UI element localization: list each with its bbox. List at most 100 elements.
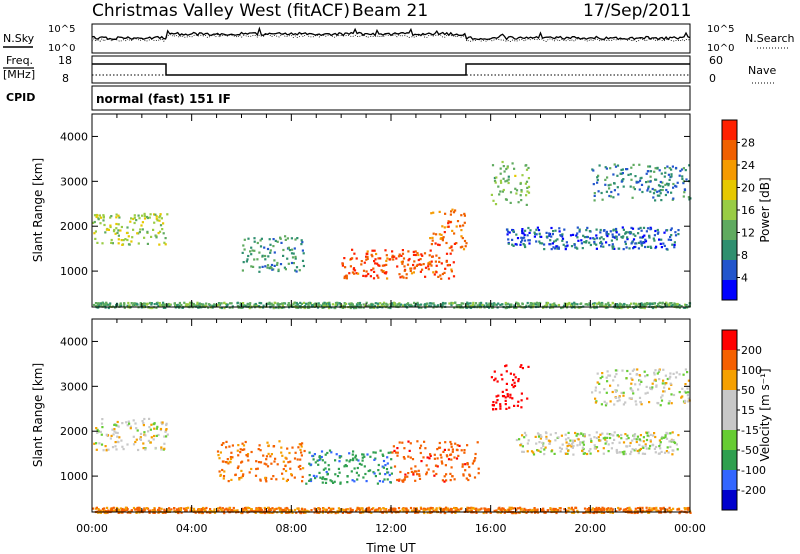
power-cell <box>629 173 632 176</box>
velocity-cell <box>533 507 536 510</box>
velocity-cell <box>578 433 581 436</box>
velocity-cell <box>666 446 669 449</box>
power-cell <box>447 225 450 228</box>
velocity-cell <box>615 450 618 453</box>
velocity-cell <box>663 383 667 386</box>
power-cell <box>670 191 673 194</box>
power-cell <box>480 301 483 304</box>
date-label: 17/Sep/2011 <box>583 1 691 21</box>
velocity-cell <box>505 509 508 512</box>
velocity-cell <box>155 434 158 437</box>
velocity-cell <box>409 456 412 459</box>
velocity-cell <box>572 441 575 444</box>
power-cell <box>452 275 456 278</box>
power-cell <box>663 175 666 178</box>
power-cell <box>465 306 468 309</box>
velocity-cell <box>641 509 644 512</box>
y-tick-label: 3000 <box>60 175 88 188</box>
velocity-cell <box>684 507 687 511</box>
velocity-cell <box>367 509 370 512</box>
velocity-cell <box>357 474 360 477</box>
velocity-cell <box>642 446 645 449</box>
velocity-cell <box>600 403 603 406</box>
power-cell <box>581 247 584 250</box>
velocity-cell <box>160 507 163 510</box>
power-cell <box>576 232 579 235</box>
velocity-cell <box>266 441 269 444</box>
velocity-cell <box>466 506 469 509</box>
power-cell <box>135 303 138 307</box>
velocity-cell <box>447 458 451 461</box>
power-cell <box>271 304 274 307</box>
velocity-cell <box>591 507 594 510</box>
power-cell <box>495 303 498 306</box>
power-cell <box>630 178 633 181</box>
power-cell <box>478 302 481 305</box>
velocity-cell <box>589 448 592 451</box>
power-cell <box>644 305 647 308</box>
velocity-cell <box>258 444 261 447</box>
velocity-cell <box>670 393 673 396</box>
power-cell <box>396 303 399 306</box>
power-cell <box>117 242 120 245</box>
power-cell <box>317 305 320 308</box>
power-cell <box>645 181 648 184</box>
power-cell <box>599 304 602 307</box>
velocity-cell <box>324 467 327 470</box>
velocity-cell <box>501 509 504 512</box>
power-cell <box>343 302 346 305</box>
velocity-cell <box>658 369 661 372</box>
velocity-cell <box>450 445 453 448</box>
power-cell <box>511 243 514 246</box>
power-cell <box>259 239 262 242</box>
velocity-cell <box>272 445 276 448</box>
power-cell <box>158 230 162 233</box>
power-cell <box>419 258 422 261</box>
power-cell <box>301 259 305 262</box>
velocity-cell <box>435 508 438 511</box>
velocity-cell <box>433 474 436 477</box>
velocity-cell <box>436 465 439 468</box>
power-cell <box>570 245 574 248</box>
velocity-cell <box>240 461 243 464</box>
power-cell <box>205 305 208 308</box>
power-cell <box>593 194 596 197</box>
velocity-cell <box>458 510 461 513</box>
power-colorbar-tick-label: 4 <box>741 272 748 285</box>
power-cell <box>633 246 636 249</box>
power-cell <box>418 304 421 307</box>
power-cell <box>576 303 579 306</box>
power-cell <box>146 230 149 233</box>
power-cell <box>571 302 574 305</box>
velocity-cell <box>143 417 146 421</box>
velocity-colorbar-tick-label: -15 <box>741 424 759 437</box>
power-cell <box>258 305 261 308</box>
freq-label: Freq. <box>6 54 33 67</box>
power-cell <box>430 305 433 308</box>
power-cell <box>621 226 624 229</box>
velocity-cell <box>351 509 354 512</box>
velocity-cell <box>200 510 204 513</box>
velocity-cell <box>163 447 166 450</box>
velocity-cell <box>596 508 599 511</box>
velocity-cell <box>653 432 656 435</box>
power-cell <box>127 235 130 238</box>
power-cell <box>667 173 670 176</box>
power-cell <box>624 242 627 246</box>
velocity-cell <box>591 508 594 511</box>
power-cell <box>419 270 422 273</box>
power-cell <box>553 302 556 305</box>
velocity-cell <box>467 478 470 482</box>
power-cell <box>331 303 334 306</box>
velocity-cell <box>290 473 293 476</box>
velocity-cell <box>564 433 567 436</box>
velocity-cell <box>508 508 511 511</box>
velocity-cell <box>468 510 471 513</box>
velocity-cell <box>117 441 120 444</box>
velocity-cell <box>124 507 127 510</box>
velocity-cell <box>628 506 631 509</box>
velocity-cell <box>566 444 569 448</box>
power-cell <box>345 274 348 277</box>
velocity-cell <box>356 507 359 510</box>
power-cell <box>133 214 136 217</box>
